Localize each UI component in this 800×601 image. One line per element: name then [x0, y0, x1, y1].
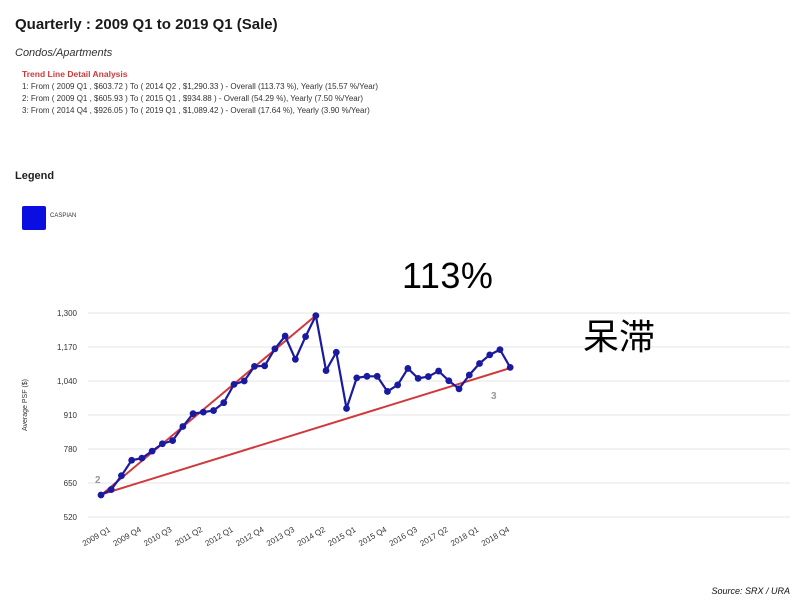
data-point [281, 332, 289, 340]
data-point [435, 367, 442, 375]
annotation-stagnation: 呆滞 [583, 316, 656, 357]
data-point [476, 360, 483, 367]
data-point [261, 362, 269, 370]
trend-lines [100, 314, 511, 496]
data-point [302, 333, 309, 340]
data-point [445, 377, 453, 385]
data-point [271, 345, 279, 353]
trend-analysis-line-3: 3: From ( 2014 Q4 , $926.05 ) To ( 2019 … [22, 106, 370, 115]
source-credit: Source: SRX / URA [711, 586, 790, 596]
data-point [486, 351, 494, 359]
x-axis-ticks: 2009 Q1 2009 Q4 2010 Q3 2011 Q2 2012 Q1 2012 … [81, 525, 512, 548]
x-tick-label: 2017 Q2 [419, 525, 451, 548]
y-axis-label: Average PSF ($) [22, 379, 29, 431]
legend-swatch-caspian [22, 206, 46, 230]
y-tick-label: 1,040 [57, 377, 78, 386]
data-point [240, 377, 248, 385]
data-point [97, 491, 105, 499]
x-tick-label: 2016 Q3 [388, 525, 420, 548]
x-tick-label: 2010 Q3 [142, 525, 174, 548]
x-tick-label: 2018 Q1 [449, 525, 481, 548]
data-point [230, 381, 238, 388]
x-tick-label: 2012 Q1 [204, 525, 236, 548]
data-point [414, 374, 422, 382]
y-tick-label: 1,300 [57, 309, 78, 318]
y-tick-label: 650 [64, 479, 78, 488]
x-tick-label: 2013 Q3 [265, 525, 297, 548]
data-point [189, 410, 197, 418]
y-axis-ticks: 520 650 780 910 1,040 1,170 1,300 [57, 309, 78, 522]
page-subtitle: Condos/Apartments [15, 47, 113, 59]
data-point [128, 456, 136, 464]
data-point [384, 388, 391, 395]
data-point [251, 362, 258, 370]
data-point [343, 405, 350, 412]
legend-label-caspian: CASPIAN [50, 213, 77, 219]
page-title: Quarterly : 2009 Q1 to 2019 Q1 (Sale) [15, 16, 278, 33]
trend-marker-2: 2 [95, 475, 101, 486]
data-point [332, 348, 340, 356]
trend-analysis-line-1: 1: From ( 2009 Q1 , $603.72 ) To ( 2014 … [22, 82, 379, 91]
trend-marker-3: 3 [491, 391, 497, 402]
annotation-growth: 113% [402, 255, 494, 296]
x-tick-label: 2009 Q4 [112, 525, 144, 548]
series-line-caspian [100, 314, 512, 496]
data-point [373, 372, 381, 380]
data-point [312, 312, 320, 320]
y-tick-label: 520 [64, 513, 78, 522]
x-tick-label: 2012 Q4 [234, 525, 266, 548]
data-point [465, 371, 473, 379]
data-point [322, 367, 330, 374]
y-tick-label: 1,170 [57, 343, 78, 352]
data-point [210, 407, 217, 414]
trend-analysis-heading: Trend Line Detail Analysis [22, 69, 128, 79]
data-point [158, 440, 166, 448]
data-point [353, 374, 361, 382]
data-point [169, 437, 177, 445]
x-tick-label: 2015 Q4 [357, 525, 389, 548]
series-caspian [97, 312, 514, 499]
x-tick-label: 2014 Q2 [296, 525, 328, 548]
data-point [506, 364, 514, 371]
data-point [424, 373, 432, 380]
trend-line-2 [100, 367, 511, 496]
x-tick-label: 2015 Q1 [326, 525, 358, 548]
trend-analysis-line-2: 2: From ( 2009 Q1 , $605.93 ) To ( 2015 … [22, 94, 364, 103]
data-point [291, 355, 299, 363]
data-point [107, 486, 115, 493]
x-tick-label: 2011 Q2 [173, 525, 204, 548]
trend-line-1 [100, 314, 317, 496]
data-point [138, 454, 146, 462]
y-tick-label: 780 [64, 445, 78, 454]
data-point [455, 385, 463, 393]
data-point [394, 381, 402, 389]
data-point [363, 372, 371, 380]
data-point [496, 346, 504, 354]
legend-title: Legend [15, 170, 55, 182]
data-point [118, 472, 125, 480]
data-point [179, 423, 187, 430]
y-tick-label: 910 [64, 411, 78, 420]
data-point [404, 365, 412, 372]
data-point [148, 447, 156, 455]
data-point [199, 408, 207, 416]
data-point [220, 399, 228, 407]
x-tick-label: 2009 Q1 [81, 525, 113, 548]
x-tick-label: 2018 Q4 [480, 525, 512, 548]
